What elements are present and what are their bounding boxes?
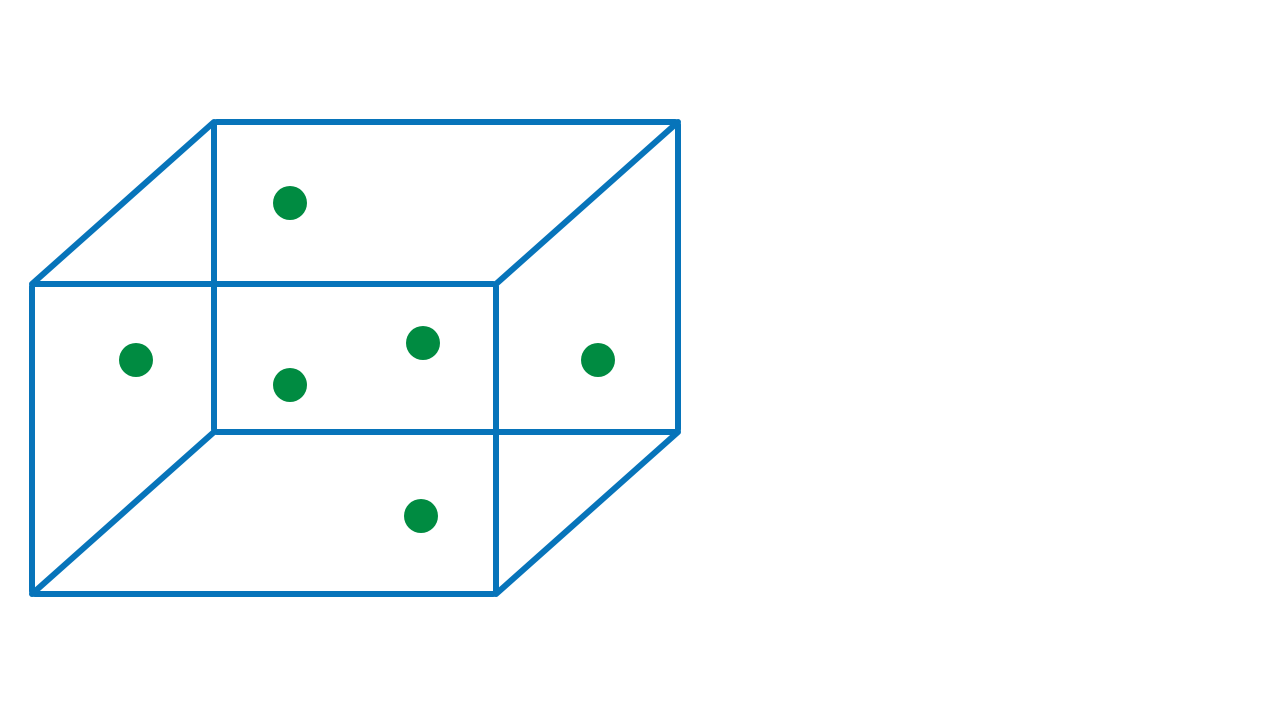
particle-dot [119, 343, 153, 377]
particle-dot [273, 368, 307, 402]
box-edge [32, 432, 214, 594]
box-edge [496, 122, 678, 284]
particle-dot [581, 343, 615, 377]
particle-dot [404, 499, 438, 533]
box-edge [32, 122, 214, 284]
wireframe-box-diagram [0, 0, 1280, 720]
box-edge [496, 432, 678, 594]
particle-dot [273, 186, 307, 220]
particle-dot [406, 326, 440, 360]
